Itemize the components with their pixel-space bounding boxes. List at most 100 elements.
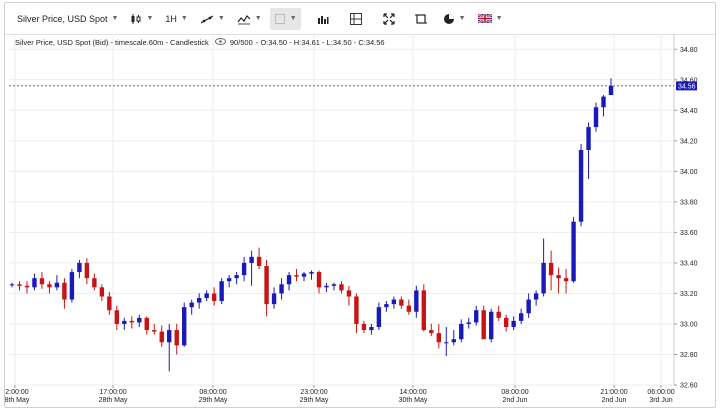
x-tick-label-time: 06:00:00 (647, 389, 674, 396)
candle-body (144, 317, 149, 331)
chevron-down-icon: ▼ (495, 15, 503, 22)
candle-body (62, 282, 67, 300)
candle-body (204, 293, 209, 299)
x-tick-label-date: 29th May (300, 397, 329, 404)
candle-body (189, 302, 194, 308)
language-button[interactable]: ▼ (474, 8, 507, 30)
candle-body (47, 284, 52, 288)
candle-body (466, 322, 471, 324)
indicators-icon (237, 13, 251, 25)
symbol-selector[interactable]: Silver Price, USD Spot ▼ (13, 8, 122, 30)
candle-body (421, 290, 427, 331)
x-tick-label-time: 17:00:00 (99, 389, 126, 396)
x-tick-label-date: 30th May (399, 397, 428, 404)
indicators-button[interactable]: ▼ (233, 8, 266, 30)
candle-body (451, 339, 456, 343)
color-picker-button[interactable]: ▼ (269, 7, 301, 30)
ohlc-values: - O:34.50 - H:34.61 - L:34.50 - C:34.56 (255, 38, 385, 47)
candle-body (399, 299, 404, 306)
y-tick-label: 32.60 (680, 383, 698, 390)
chevron-down-icon: ▼ (458, 15, 466, 22)
candle-body (526, 299, 531, 314)
candle-body (459, 323, 464, 340)
candle-body (571, 221, 576, 282)
chevron-down-icon: ▼ (180, 15, 188, 22)
y-tick-label: 34.60 (680, 77, 698, 84)
candle-body (384, 304, 389, 308)
candle-body (167, 330, 172, 343)
candle-body (563, 278, 569, 282)
x-tick-label-time: 02:00:00 (5, 389, 29, 396)
chart-type-button[interactable]: ▼ (126, 8, 157, 30)
x-tick-label-date: 29th May (199, 397, 228, 404)
chevron-down-icon: ▼ (289, 15, 297, 22)
eye-icon[interactable] (214, 38, 226, 47)
candle-body (346, 290, 352, 297)
candle-body (429, 330, 434, 334)
theme-button[interactable]: ▼ (439, 8, 470, 30)
fullscreen-button[interactable] (379, 8, 399, 30)
uk-flag-icon (477, 14, 492, 23)
candle-body (77, 262, 82, 273)
candle-body (279, 284, 284, 294)
crosshair-button[interactable] (345, 8, 367, 30)
candle-body (129, 320, 134, 323)
fit-screen-button[interactable] (411, 8, 431, 30)
candle-body (249, 256, 254, 263)
candle-body (92, 278, 97, 288)
x-tick-label-date: 2nd Jun (503, 397, 528, 404)
candle-body (24, 285, 30, 288)
candlestick-chart[interactable]: 32.60 32.80 33.00 33.20 33.40 33.60 33.80 34.00… (5, 3, 717, 409)
candle-body (316, 272, 322, 288)
expand-icon (383, 12, 395, 25)
y-tick-label: 33.40 (680, 260, 698, 267)
candle-body (211, 293, 217, 302)
x-tick-label-time: 08:00:00 (199, 389, 226, 396)
candle-body (241, 262, 247, 276)
candle-body (226, 278, 232, 282)
candle-body (578, 149, 584, 222)
candle-body (331, 284, 337, 286)
candle-body (339, 284, 344, 291)
candle-body (593, 107, 599, 128)
candle-body (107, 296, 112, 311)
candle-body (182, 307, 187, 346)
candle-body (264, 265, 269, 305)
candle-body (137, 317, 142, 323)
candle-body (541, 262, 546, 294)
y-tick-label: 32.80 (680, 352, 698, 359)
volume-button[interactable] (313, 8, 333, 30)
last-price-label: 34.56 (678, 83, 696, 90)
x-tick-label-time: 23:00:00 (300, 389, 327, 396)
candle-body (17, 284, 22, 286)
y-tick-label: 34.20 (680, 138, 698, 145)
x-tick-label-time: 14:00:00 (399, 389, 426, 396)
y-tick-label: 33.20 (680, 291, 698, 298)
candle-body (99, 287, 105, 297)
candle-body (219, 281, 224, 302)
candle-body (391, 299, 397, 305)
candle-body (436, 333, 441, 343)
crosshair-icon (349, 12, 363, 26)
candle-body (256, 256, 262, 266)
candle-body (234, 275, 239, 279)
draw-line-button[interactable]: ▼ (196, 8, 229, 30)
chart-title: Silver Price, USD Spot (Bid) - timescale… (15, 38, 209, 47)
chevron-down-icon: ▼ (217, 15, 225, 22)
candle-body (533, 293, 539, 300)
square-icon (274, 13, 286, 25)
candle-body (369, 327, 374, 331)
candle-body (39, 278, 45, 285)
toolbar: Silver Price, USD Spot ▼ ▼ 1H ▼ ▼ ▼ (5, 3, 715, 35)
chevron-down-icon: ▼ (146, 15, 154, 22)
x-tick-label-time: 21:00:00 (600, 389, 627, 396)
bar-count: 90/500 (229, 38, 253, 47)
symbol-label: Silver Price, USD Spot (17, 13, 108, 24)
candle-body (474, 310, 479, 323)
candle-body (586, 127, 591, 150)
x-tick-label-date: 3rd Jun (649, 397, 672, 404)
timeframe-selector[interactable]: 1H ▼ (161, 8, 191, 30)
bar-chart-icon (317, 13, 329, 25)
timeframe-label: 1H (165, 13, 177, 24)
candle-body (196, 298, 202, 303)
